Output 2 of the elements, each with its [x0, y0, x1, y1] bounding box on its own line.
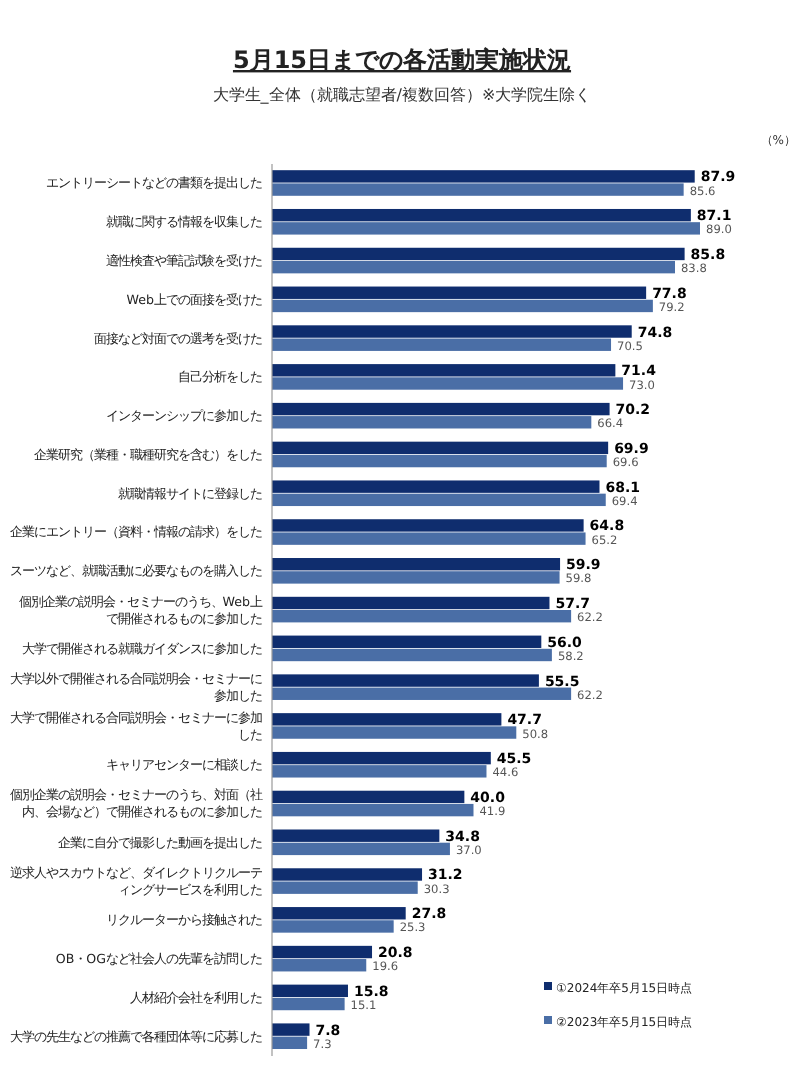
title: 5月15日までの各活動実施状況 [232, 46, 572, 74]
subtitle: 大学生_全体（就職志望者/複数回答）※大学院生除く [212, 86, 592, 104]
